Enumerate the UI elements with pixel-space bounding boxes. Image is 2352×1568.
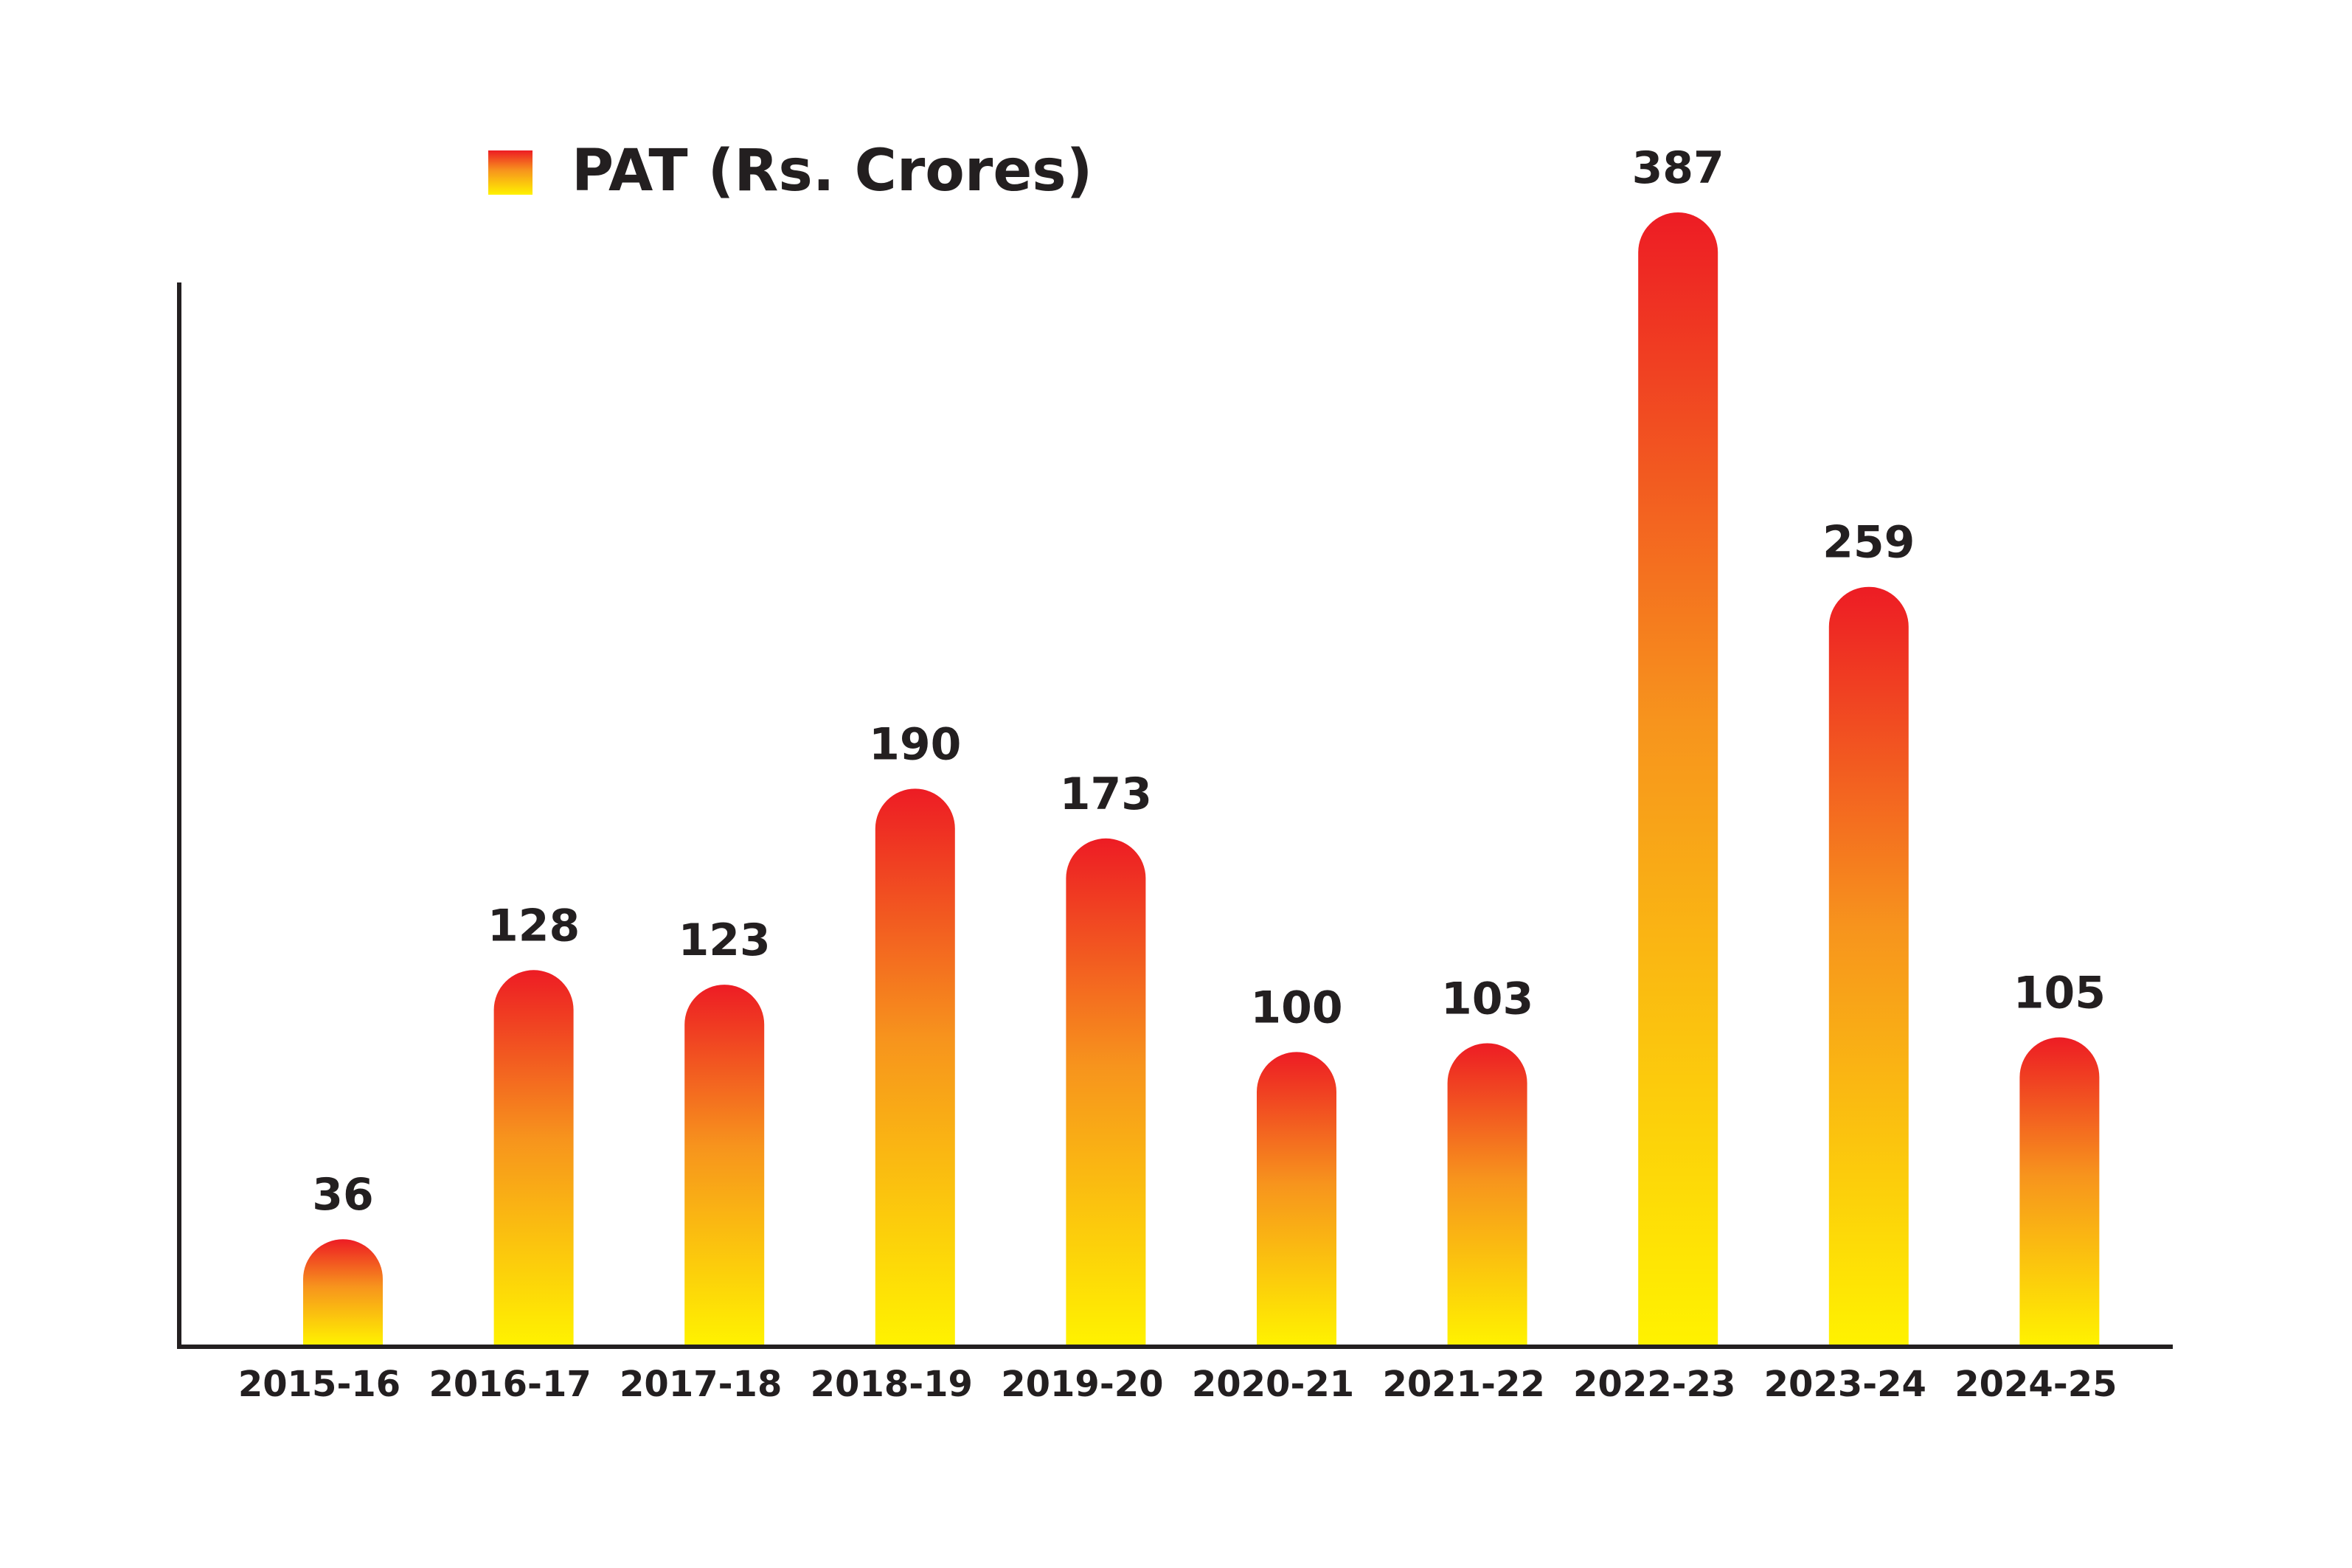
bars: [303, 212, 2100, 1345]
x-tick-label-2022-23: 2022-23: [1573, 1364, 1735, 1405]
bar-2020-21: [1257, 1052, 1336, 1345]
data-label-2017-18: 123: [679, 915, 771, 966]
legend-label: PAT (Rs. Crores): [572, 138, 1092, 204]
data-label-2021-22: 103: [1441, 973, 1533, 1024]
bar-2019-20: [1066, 838, 1146, 1345]
bar-2023-24: [1828, 586, 1909, 1345]
bar-2017-18: [684, 985, 765, 1345]
x-tick-label-2017-18: 2017-18: [620, 1364, 782, 1405]
x-tick-label-2019-20: 2019-20: [1001, 1364, 1163, 1405]
x-tick-label-2016-17: 2016-17: [429, 1364, 591, 1405]
data-label-2015-16: 36: [312, 1169, 374, 1221]
x-tick-label-2021-22: 2021-22: [1382, 1364, 1544, 1405]
value-labels: 36 128 123 190 173 100 103 387 259 105: [312, 142, 2106, 1221]
bar-2016-17: [493, 970, 574, 1345]
data-label-2020-21: 100: [1250, 982, 1342, 1033]
bar-2022-23: [1638, 212, 1718, 1345]
bar-2021-22: [1447, 1043, 1527, 1345]
legend: PAT (Rs. Crores): [488, 138, 1092, 204]
data-label-2024-25: 105: [2013, 968, 2106, 1019]
x-tick-label-2018-19: 2018-19: [811, 1364, 973, 1405]
bar-2015-16: [303, 1239, 383, 1345]
bar-2024-25: [2019, 1037, 2100, 1345]
legend-swatch: [488, 150, 533, 195]
x-tick-label-2020-21: 2020-21: [1192, 1364, 1354, 1405]
x-tick-label-2024-25: 2024-25: [1954, 1364, 2117, 1405]
category-labels: 2015-16 2016-17 2017-18 2018-19 2019-20 2020-…: [238, 1364, 2117, 1405]
x-tick-label-2023-24: 2023-24: [1764, 1364, 1926, 1405]
data-label-2018-19: 190: [869, 718, 961, 770]
data-label-2019-20: 173: [1060, 769, 1152, 820]
x-tick-label-2015-16: 2015-16: [238, 1364, 400, 1405]
data-label-2022-23: 387: [1632, 142, 1724, 194]
data-label-2023-24: 259: [1822, 517, 1915, 569]
data-label-2016-17: 128: [488, 900, 580, 951]
bar-2018-19: [875, 788, 955, 1345]
